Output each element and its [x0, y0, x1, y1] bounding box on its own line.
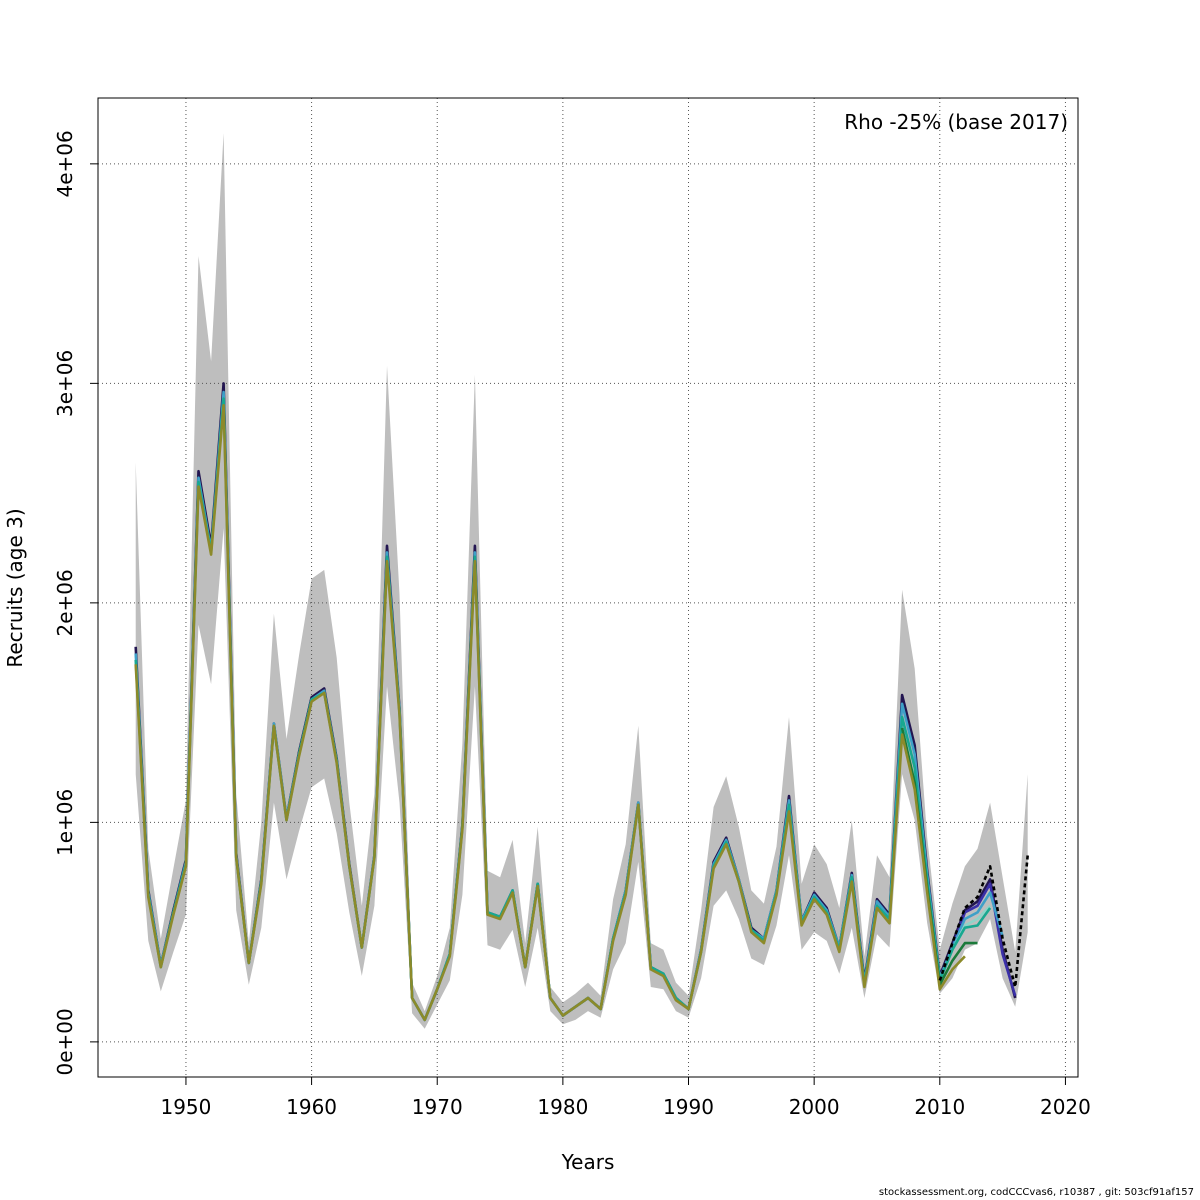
x-axis-title: Years — [561, 1150, 615, 1174]
y-tick-label: 0e+00 — [53, 1008, 77, 1075]
x-tick-label: 1950 — [160, 1095, 211, 1119]
axis-layer: 1950 1960 1970 1980 1990 2000 2010 2020 0e+00 1e+… — [53, 130, 1091, 1119]
x-tick-label: 1960 — [286, 1095, 337, 1119]
y-tick-label: 4e+06 — [53, 130, 77, 197]
x-tick-label: 1990 — [663, 1095, 714, 1119]
legend-annotation: Rho -25% (base 2017) — [844, 110, 1068, 134]
x-tick-label: 1980 — [537, 1095, 588, 1119]
grid-layer — [98, 98, 1078, 1077]
confidence-band-layer — [135, 133, 1028, 1029]
footer-source: stockassessment.org, codCCCvas6, r10387 … — [878, 1187, 1194, 1198]
y-tick-label: 3e+06 — [53, 350, 77, 417]
y-tick-label: 2e+06 — [53, 569, 77, 636]
series-line-base — [938, 855, 1029, 989]
y-tick-label: 1e+06 — [53, 789, 77, 856]
series-layer — [134, 382, 1029, 1022]
x-tick-label: 2000 — [789, 1095, 840, 1119]
x-tick-label: 2010 — [914, 1095, 965, 1119]
confidence-band — [135, 133, 1028, 1029]
y-axis-title: Recruits (age 3) — [3, 508, 27, 667]
x-tick-label: 2020 — [1040, 1095, 1091, 1119]
x-tick-label: 1970 — [412, 1095, 463, 1119]
series-line-7 — [134, 403, 966, 1022]
